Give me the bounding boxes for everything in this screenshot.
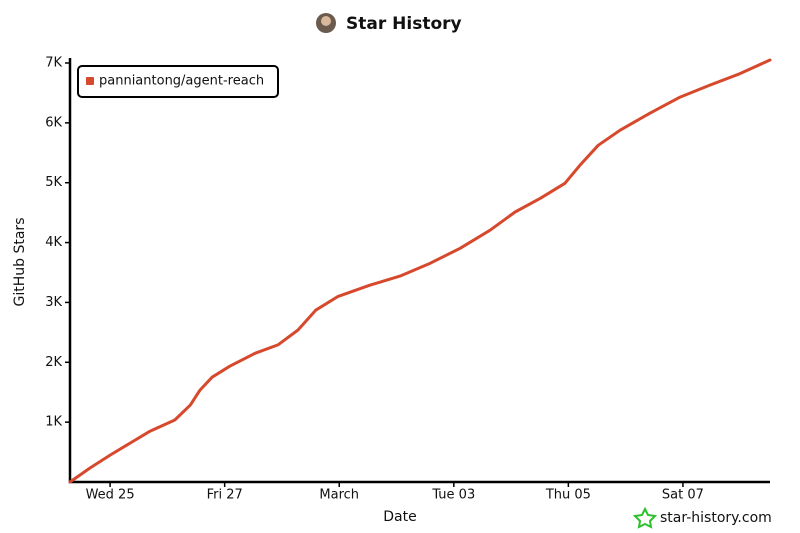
watermark: star-history.com — [660, 510, 772, 526]
x-tick-label: March — [319, 488, 359, 503]
x-tick-label: Fri 27 — [207, 488, 243, 503]
y-tick-label: 4K — [45, 235, 62, 250]
x-tick-label: Tue 03 — [431, 488, 475, 503]
x-tick-label: Thu 05 — [545, 488, 591, 503]
x-tick-label: Sat 07 — [662, 488, 704, 503]
x-tick-label: Wed 25 — [86, 488, 135, 503]
legend-label: panniantong/agent-reach — [99, 74, 264, 89]
x-axis-label: Date — [383, 509, 416, 525]
y-tick-label: 1K — [45, 415, 62, 430]
legend-swatch — [86, 77, 94, 85]
legend: panniantong/agent-reach — [77, 65, 279, 98]
y-tick-label: 5K — [45, 175, 62, 190]
chart-title: Star History — [346, 14, 462, 34]
legend-box — [77, 65, 279, 98]
y-tick-label: 7K — [45, 55, 62, 70]
y-tick-label: 3K — [45, 295, 62, 310]
y-axis-label: GitHub Stars — [12, 218, 28, 307]
series-line — [68, 58, 772, 484]
watermark-logo — [632, 506, 658, 529]
avatar — [316, 13, 336, 33]
y-tick-label: 6K — [45, 115, 62, 130]
y-tick-label: 2K — [45, 355, 62, 370]
